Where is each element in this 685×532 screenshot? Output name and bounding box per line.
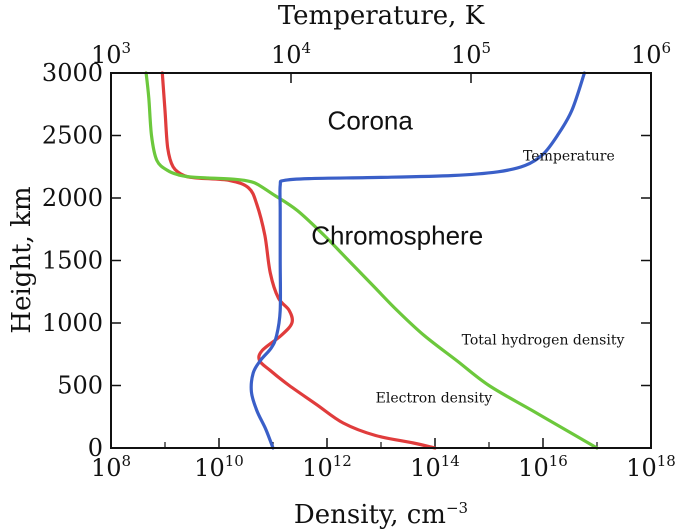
tick-base: 10 [302,454,333,482]
x-top-tick-label: 103 [91,39,131,69]
x-bottom-tick-label: 108 [91,452,131,482]
tick-base: 10 [271,41,302,69]
x-bottom-tick-label: 1012 [302,452,352,482]
tick-base: 10 [410,454,441,482]
tick-exponent: 8 [122,452,132,470]
y-tick-label: 500 [57,372,103,400]
region-label-corona: Corona [328,105,414,135]
tick-exponent: 12 [333,452,352,470]
tick-exponent: 6 [662,39,672,57]
series-layer [144,71,599,450]
plot-frame [110,72,652,449]
x-top-tick-label: 104 [271,39,311,69]
bottom-axis-title-text: Density, cm [294,500,446,530]
tick-exponent: 14 [441,452,460,470]
x-bottom-tick-label: 1014 [410,452,460,482]
y-tick-label: 1500 [42,247,103,275]
tick-base: 10 [518,454,549,482]
bottom-axis-title-sup: −3 [446,499,468,517]
y-tick-label: 3000 [42,59,103,87]
tick-base: 10 [194,454,225,482]
tick-exponent: 10 [225,452,244,470]
tick-base: 10 [91,454,122,482]
tick-base: 10 [631,41,662,69]
series-annotation: Total hydrogen density [462,332,625,348]
series-annotation: Electron density [376,390,493,406]
tick-base: 10 [91,41,122,69]
x-top-tick-label: 106 [631,39,671,69]
tick-exponent: 16 [549,452,568,470]
tick-exponent: 3 [122,39,132,57]
y-tick-label: 0 [88,434,103,462]
tick-base: 10 [451,41,482,69]
series-line-total-hydrogen-density [144,71,599,450]
y-axis-title: Height, km [7,186,37,333]
x-bottom-tick-label: 1016 [518,452,568,482]
tick-exponent: 18 [657,452,676,470]
x-bottom-tick-label: 1018 [626,452,676,482]
y-tick-label: 1000 [42,309,103,337]
y-tick-label: 2000 [42,184,103,212]
tick-exponent: 5 [482,39,492,57]
tick-exponent: 4 [302,39,312,57]
region-label-chromosphere: Chromosphere [311,220,483,250]
bottom-axis-title: Density, cm−3 [294,499,468,530]
series-annotation: Temperature [523,149,615,165]
top-axis-title: Temperature, K [278,1,485,31]
y-tick-label: 2500 [42,122,103,150]
tick-base: 10 [626,454,657,482]
x-bottom-tick-label: 1010 [194,452,244,482]
series-line-temperature [249,71,586,450]
x-top-tick-label: 105 [451,39,491,69]
